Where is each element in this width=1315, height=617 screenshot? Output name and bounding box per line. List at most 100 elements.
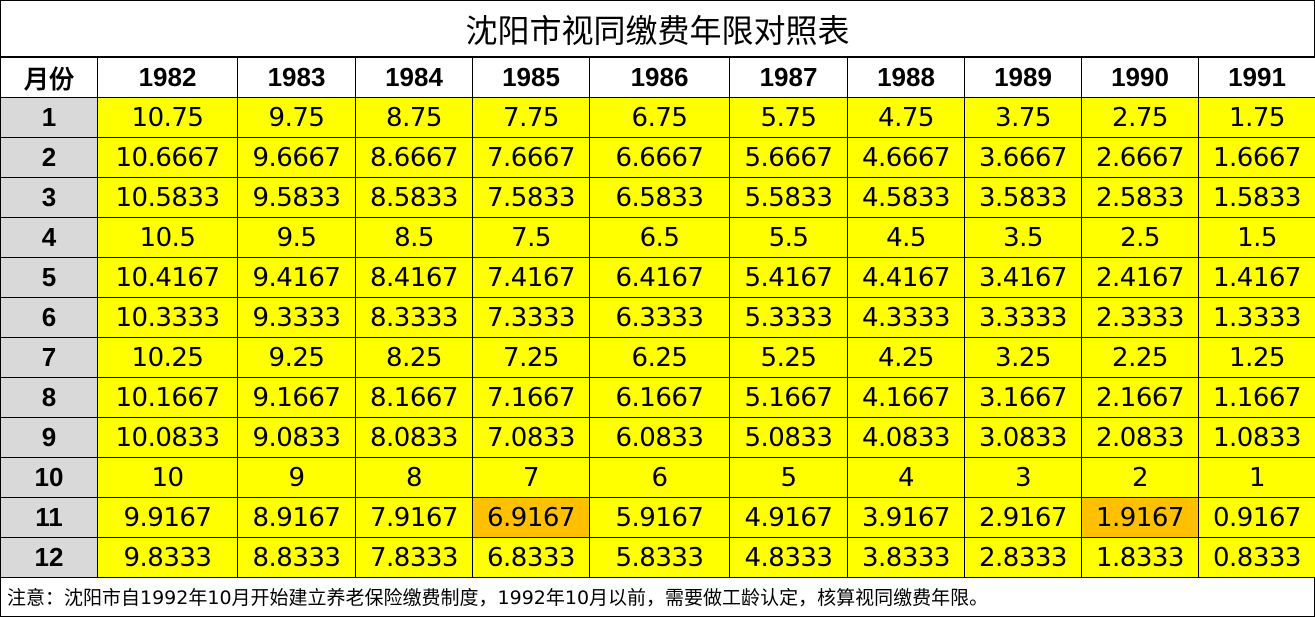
footnote[interactable]: 注意：沈阳市自1992年10月开始建立养老保险缴费制度，1992年10月以前，需… bbox=[0, 577, 1315, 617]
value-cell[interactable]: 3.0833 bbox=[964, 417, 1082, 458]
month-row-header[interactable]: 8 bbox=[0, 377, 98, 418]
value-cell[interactable]: 6.5 bbox=[589, 217, 730, 258]
year-header[interactable]: 1983 bbox=[237, 57, 356, 98]
value-cell[interactable]: 6.0833 bbox=[589, 417, 730, 458]
value-cell[interactable]: 9.5833 bbox=[237, 177, 356, 218]
value-cell[interactable]: 7.25 bbox=[472, 337, 590, 378]
value-cell[interactable]: 10.5 bbox=[97, 217, 238, 258]
table-title[interactable]: 沈阳市视同缴费年限对照表 bbox=[0, 0, 1315, 57]
month-row-header[interactable]: 7 bbox=[0, 337, 98, 378]
value-cell[interactable]: 2.1667 bbox=[1081, 377, 1199, 418]
value-cell[interactable]: 7.5 bbox=[472, 217, 590, 258]
value-cell[interactable]: 9.5 bbox=[237, 217, 356, 258]
value-cell[interactable]: 8.5 bbox=[355, 217, 473, 258]
value-cell[interactable]: 4.1667 bbox=[847, 377, 965, 418]
value-cell[interactable]: 3.9167 bbox=[847, 497, 965, 538]
value-cell[interactable]: 1.5 bbox=[1198, 217, 1315, 258]
year-header[interactable]: 1984 bbox=[355, 57, 473, 98]
value-cell[interactable]: 2.9167 bbox=[964, 497, 1082, 538]
value-cell[interactable]: 10.75 bbox=[97, 97, 238, 138]
value-cell[interactable]: 9.9167 bbox=[97, 497, 238, 538]
value-cell[interactable]: 6 bbox=[589, 457, 730, 498]
value-cell[interactable]: 9.25 bbox=[237, 337, 356, 378]
value-cell[interactable]: 10.6667 bbox=[97, 137, 238, 178]
value-cell[interactable]: 10.25 bbox=[97, 337, 238, 378]
month-row-header[interactable]: 5 bbox=[0, 257, 98, 298]
highlighted-value-cell[interactable]: 6.9167 bbox=[472, 497, 590, 538]
value-cell[interactable]: 4.4167 bbox=[847, 257, 965, 298]
value-cell[interactable]: 3.1667 bbox=[964, 377, 1082, 418]
value-cell[interactable]: 9.4167 bbox=[237, 257, 356, 298]
value-cell[interactable]: 8.5833 bbox=[355, 177, 473, 218]
value-cell[interactable]: 5.6667 bbox=[729, 137, 848, 178]
value-cell[interactable]: 1.5833 bbox=[1198, 177, 1315, 218]
value-cell[interactable]: 5.25 bbox=[729, 337, 848, 378]
value-cell[interactable]: 2 bbox=[1081, 457, 1199, 498]
value-cell[interactable]: 2.5833 bbox=[1081, 177, 1199, 218]
value-cell[interactable]: 2.0833 bbox=[1081, 417, 1199, 458]
value-cell[interactable]: 6.8333 bbox=[472, 537, 590, 578]
value-cell[interactable]: 4.25 bbox=[847, 337, 965, 378]
value-cell[interactable]: 1.8333 bbox=[1081, 537, 1199, 578]
value-cell[interactable]: 6.3333 bbox=[589, 297, 730, 338]
value-cell[interactable]: 4 bbox=[847, 457, 965, 498]
value-cell[interactable]: 1.0833 bbox=[1198, 417, 1315, 458]
value-cell[interactable]: 10.4167 bbox=[97, 257, 238, 298]
value-cell[interactable]: 5.8333 bbox=[589, 537, 730, 578]
value-cell[interactable]: 4.8333 bbox=[729, 537, 848, 578]
year-header[interactable]: 1988 bbox=[847, 57, 965, 98]
value-cell[interactable]: 0.9167 bbox=[1198, 497, 1315, 538]
value-cell[interactable]: 5.9167 bbox=[589, 497, 730, 538]
value-cell[interactable]: 1 bbox=[1198, 457, 1315, 498]
month-row-header[interactable]: 1 bbox=[0, 97, 98, 138]
value-cell[interactable]: 2.8333 bbox=[964, 537, 1082, 578]
value-cell[interactable]: 6.1667 bbox=[589, 377, 730, 418]
value-cell[interactable]: 8.75 bbox=[355, 97, 473, 138]
value-cell[interactable]: 10.3333 bbox=[97, 297, 238, 338]
year-header[interactable]: 1990 bbox=[1081, 57, 1199, 98]
value-cell[interactable]: 7.6667 bbox=[472, 137, 590, 178]
value-cell[interactable]: 2.6667 bbox=[1081, 137, 1199, 178]
value-cell[interactable]: 3.8333 bbox=[847, 537, 965, 578]
value-cell[interactable]: 3.6667 bbox=[964, 137, 1082, 178]
month-row-header[interactable]: 2 bbox=[0, 137, 98, 178]
value-cell[interactable]: 1.6667 bbox=[1198, 137, 1315, 178]
value-cell[interactable]: 10.1667 bbox=[97, 377, 238, 418]
value-cell[interactable]: 9.75 bbox=[237, 97, 356, 138]
value-cell[interactable]: 5.1667 bbox=[729, 377, 848, 418]
value-cell[interactable]: 9 bbox=[237, 457, 356, 498]
value-cell[interactable]: 5.5833 bbox=[729, 177, 848, 218]
value-cell[interactable]: 8.4167 bbox=[355, 257, 473, 298]
month-row-header[interactable]: 11 bbox=[0, 497, 98, 538]
value-cell[interactable]: 7.3333 bbox=[472, 297, 590, 338]
value-cell[interactable]: 1.75 bbox=[1198, 97, 1315, 138]
value-cell[interactable]: 7.5833 bbox=[472, 177, 590, 218]
value-cell[interactable]: 3.4167 bbox=[964, 257, 1082, 298]
value-cell[interactable]: 6.75 bbox=[589, 97, 730, 138]
value-cell[interactable]: 6.25 bbox=[589, 337, 730, 378]
value-cell[interactable]: 2.5 bbox=[1081, 217, 1199, 258]
value-cell[interactable]: 9.8333 bbox=[97, 537, 238, 578]
value-cell[interactable]: 8 bbox=[355, 457, 473, 498]
value-cell[interactable]: 3.5833 bbox=[964, 177, 1082, 218]
value-cell[interactable]: 9.0833 bbox=[237, 417, 356, 458]
value-cell[interactable]: 4.0833 bbox=[847, 417, 965, 458]
year-header[interactable]: 1989 bbox=[964, 57, 1082, 98]
value-cell[interactable]: 5.75 bbox=[729, 97, 848, 138]
value-cell[interactable]: 3.25 bbox=[964, 337, 1082, 378]
value-cell[interactable]: 3 bbox=[964, 457, 1082, 498]
value-cell[interactable]: 5.0833 bbox=[729, 417, 848, 458]
month-row-header[interactable]: 3 bbox=[0, 177, 98, 218]
value-cell[interactable]: 7.9167 bbox=[355, 497, 473, 538]
value-cell[interactable]: 7.0833 bbox=[472, 417, 590, 458]
value-cell[interactable]: 5.4167 bbox=[729, 257, 848, 298]
value-cell[interactable]: 8.0833 bbox=[355, 417, 473, 458]
month-row-header[interactable]: 6 bbox=[0, 297, 98, 338]
value-cell[interactable]: 8.3333 bbox=[355, 297, 473, 338]
year-header[interactable]: 1987 bbox=[729, 57, 848, 98]
value-cell[interactable]: 4.3333 bbox=[847, 297, 965, 338]
value-cell[interactable]: 1.3333 bbox=[1198, 297, 1315, 338]
value-cell[interactable]: 5.3333 bbox=[729, 297, 848, 338]
value-cell[interactable]: 3.3333 bbox=[964, 297, 1082, 338]
year-header[interactable]: 1985 bbox=[472, 57, 590, 98]
